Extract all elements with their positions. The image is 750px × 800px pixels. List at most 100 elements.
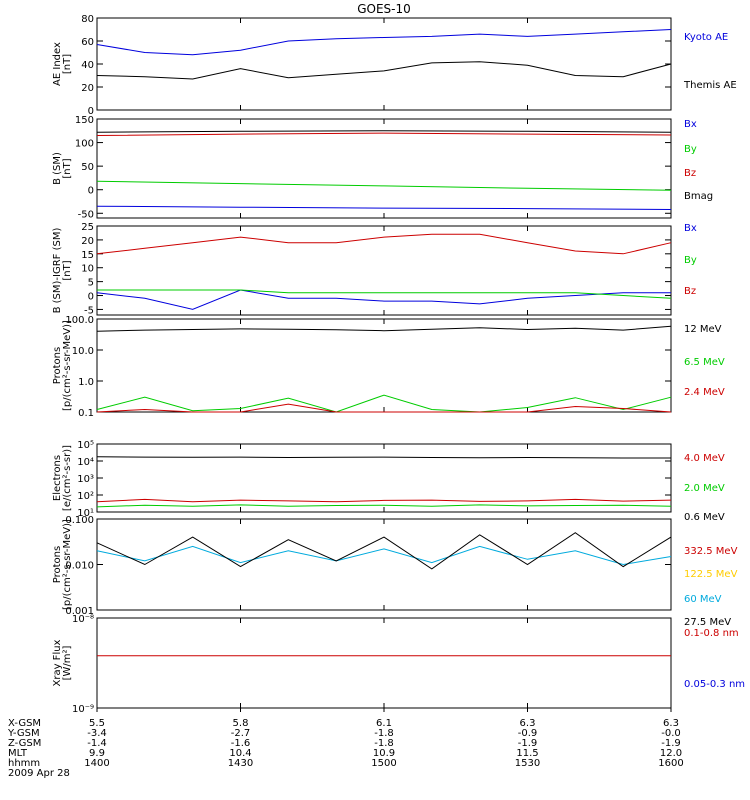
series-line-red: [96, 403, 672, 413]
y-tick-label: 20: [81, 236, 94, 247]
orbit-value: 9.9: [89, 748, 105, 759]
orbit-value: 6.3: [520, 718, 536, 729]
orbit-value: 10.4: [229, 748, 251, 759]
orbit-value: 6.1: [376, 718, 392, 729]
legend-label: Themis AE: [683, 80, 737, 91]
y-tick-label: 0: [88, 292, 94, 303]
orbit-value: -0.9: [518, 728, 538, 739]
series-line-green: [96, 180, 672, 191]
orbit-value: 5.5: [89, 718, 105, 729]
legend-label: Bz: [684, 168, 696, 179]
y-tick-label: 100.0: [65, 315, 94, 326]
y-axis-label: [nT]: [62, 158, 73, 178]
y-tick-label: 150: [75, 115, 94, 126]
orbit-value: -1.9: [518, 738, 538, 749]
y-tick-label: 0.100: [65, 515, 94, 526]
series-line-black: [96, 130, 672, 133]
orbit-value: -0.0: [661, 728, 681, 739]
legend-label: 60 MeV: [684, 594, 722, 605]
y-tick-label: 10³: [77, 474, 94, 485]
y-tick-label: 10⁻⁸: [72, 614, 94, 625]
panel-1: 0 20 40 60 80 AE Index [nT] Kyoto AE Themis AE: [52, 14, 737, 117]
legend-label: 12 MeV: [684, 324, 722, 335]
y-tick-label: -5: [84, 305, 94, 316]
panel-frame: [96, 17, 672, 111]
legend-label: 0.05-0.3 nm: [684, 679, 745, 690]
panel-frame: [96, 118, 672, 219]
series-line-blue: [96, 289, 671, 310]
orbit-value: 11.5: [516, 748, 538, 759]
series-line-cyan: [96, 545, 672, 566]
panel-5: 10¹ 10² 10³ 10⁴ 10⁵ Electrons [e/(cm²-s-sr)] 4.…: [52, 440, 725, 523]
orbit-value: 12.0: [660, 748, 682, 759]
orbit-table: X-GSM 5.5 5.8 6.1 6.3 6.3 Y-GSM -3.4 -2.7 -1.8 -0.…: [7, 708, 684, 779]
panel-7: 10⁻⁹ 10⁻⁸ Xray Flux [W/m²] 0.1-0.8 nm 0.05-0.…: [52, 614, 745, 715]
legend-label: Bmag: [684, 191, 713, 202]
y-tick-label: 10⁵: [77, 440, 94, 451]
series-line-black: [96, 325, 672, 332]
y-axis-label: Xray Flux: [52, 639, 63, 686]
y-tick-label: 0: [88, 186, 94, 197]
y-tick-label: -50: [78, 209, 94, 220]
date-label: 2009 Apr 28: [8, 768, 70, 779]
series-line-blue: [96, 29, 672, 56]
orbit-value: 1500: [371, 758, 396, 769]
y-tick-label: 0: [88, 106, 94, 117]
y-axis-label: AE Index: [52, 42, 63, 86]
y-tick-label: 10¹: [77, 508, 94, 519]
y-tick-label: 80: [81, 14, 94, 25]
y-axis-label: [W/m²]: [62, 645, 73, 680]
y-axis-label: [p/(cm²-s-sr-MeV)]: [62, 320, 73, 411]
orbit-row-label: X-GSM: [8, 718, 41, 729]
y-tick-label: 60: [81, 37, 94, 48]
y-axis-label: [p/(cm²-s-sr-MeV)]: [62, 519, 73, 610]
y-tick-label: 10²: [77, 491, 94, 502]
panel-frame: [96, 318, 672, 413]
legend-label: 4.0 MeV: [684, 453, 725, 464]
orbit-value: 1400: [84, 758, 109, 769]
chart-title: GOES-10: [357, 2, 411, 16]
legend-label: Bx: [684, 223, 697, 234]
y-tick-label: 0.001: [65, 606, 94, 617]
y-tick-label: 25: [81, 222, 94, 233]
series-line-red: [96, 233, 672, 255]
series-line-black: [96, 61, 672, 80]
legend-label: 6.5 MeV: [684, 357, 725, 368]
y-tick-label: 20: [81, 83, 94, 94]
y-axis-label: [nT]: [62, 54, 73, 74]
panel-3: -5 0 5 10 15 20 25 B (SM)-IGRF (SM) [nT] Bx By Bz: [52, 222, 697, 316]
legend-label: By: [684, 255, 697, 266]
series-line-green: [96, 504, 672, 508]
series-line-black: [96, 532, 672, 570]
legend-label: Bx: [684, 119, 697, 130]
legend-label: 122.5 MeV: [684, 569, 738, 580]
y-tick-label: 10.0: [72, 346, 94, 357]
y-tick-label: 10: [81, 264, 94, 275]
y-tick-label: 40: [81, 60, 94, 71]
panel-6: 0.001 0.010 0.100 Protons [p/(cm²-s-sr-MeV)]…: [52, 515, 738, 628]
y-tick-label: 15: [81, 250, 94, 261]
orbit-value: 5.8: [233, 718, 249, 729]
panel-frame: [96, 617, 672, 709]
y-axis-label: [nT]: [62, 260, 73, 280]
legend-label: Kyoto AE: [684, 32, 728, 43]
y-tick-label: 5: [88, 278, 94, 289]
y-tick-label: 100: [75, 139, 94, 150]
orbit-value: 6.3: [663, 718, 679, 729]
y-axis-label: Electrons: [52, 455, 63, 501]
orbit-value: -3.4: [87, 728, 107, 739]
legend-label: By: [684, 144, 697, 155]
orbit-value: -1.8: [374, 728, 394, 739]
legend-label: Bz: [684, 286, 696, 297]
y-tick-label: 1.0: [78, 377, 94, 388]
series-line-blue: [96, 205, 672, 210]
y-tick-label: 10⁻⁹: [72, 704, 94, 715]
panel-frame: [96, 518, 672, 611]
y-tick-label: 0.1: [78, 408, 94, 419]
orbit-value: -1.4: [87, 738, 107, 749]
orbit-value: -2.7: [231, 728, 251, 739]
legend-label: 0.6 MeV: [684, 512, 725, 523]
y-tick-label: 50: [81, 162, 94, 173]
